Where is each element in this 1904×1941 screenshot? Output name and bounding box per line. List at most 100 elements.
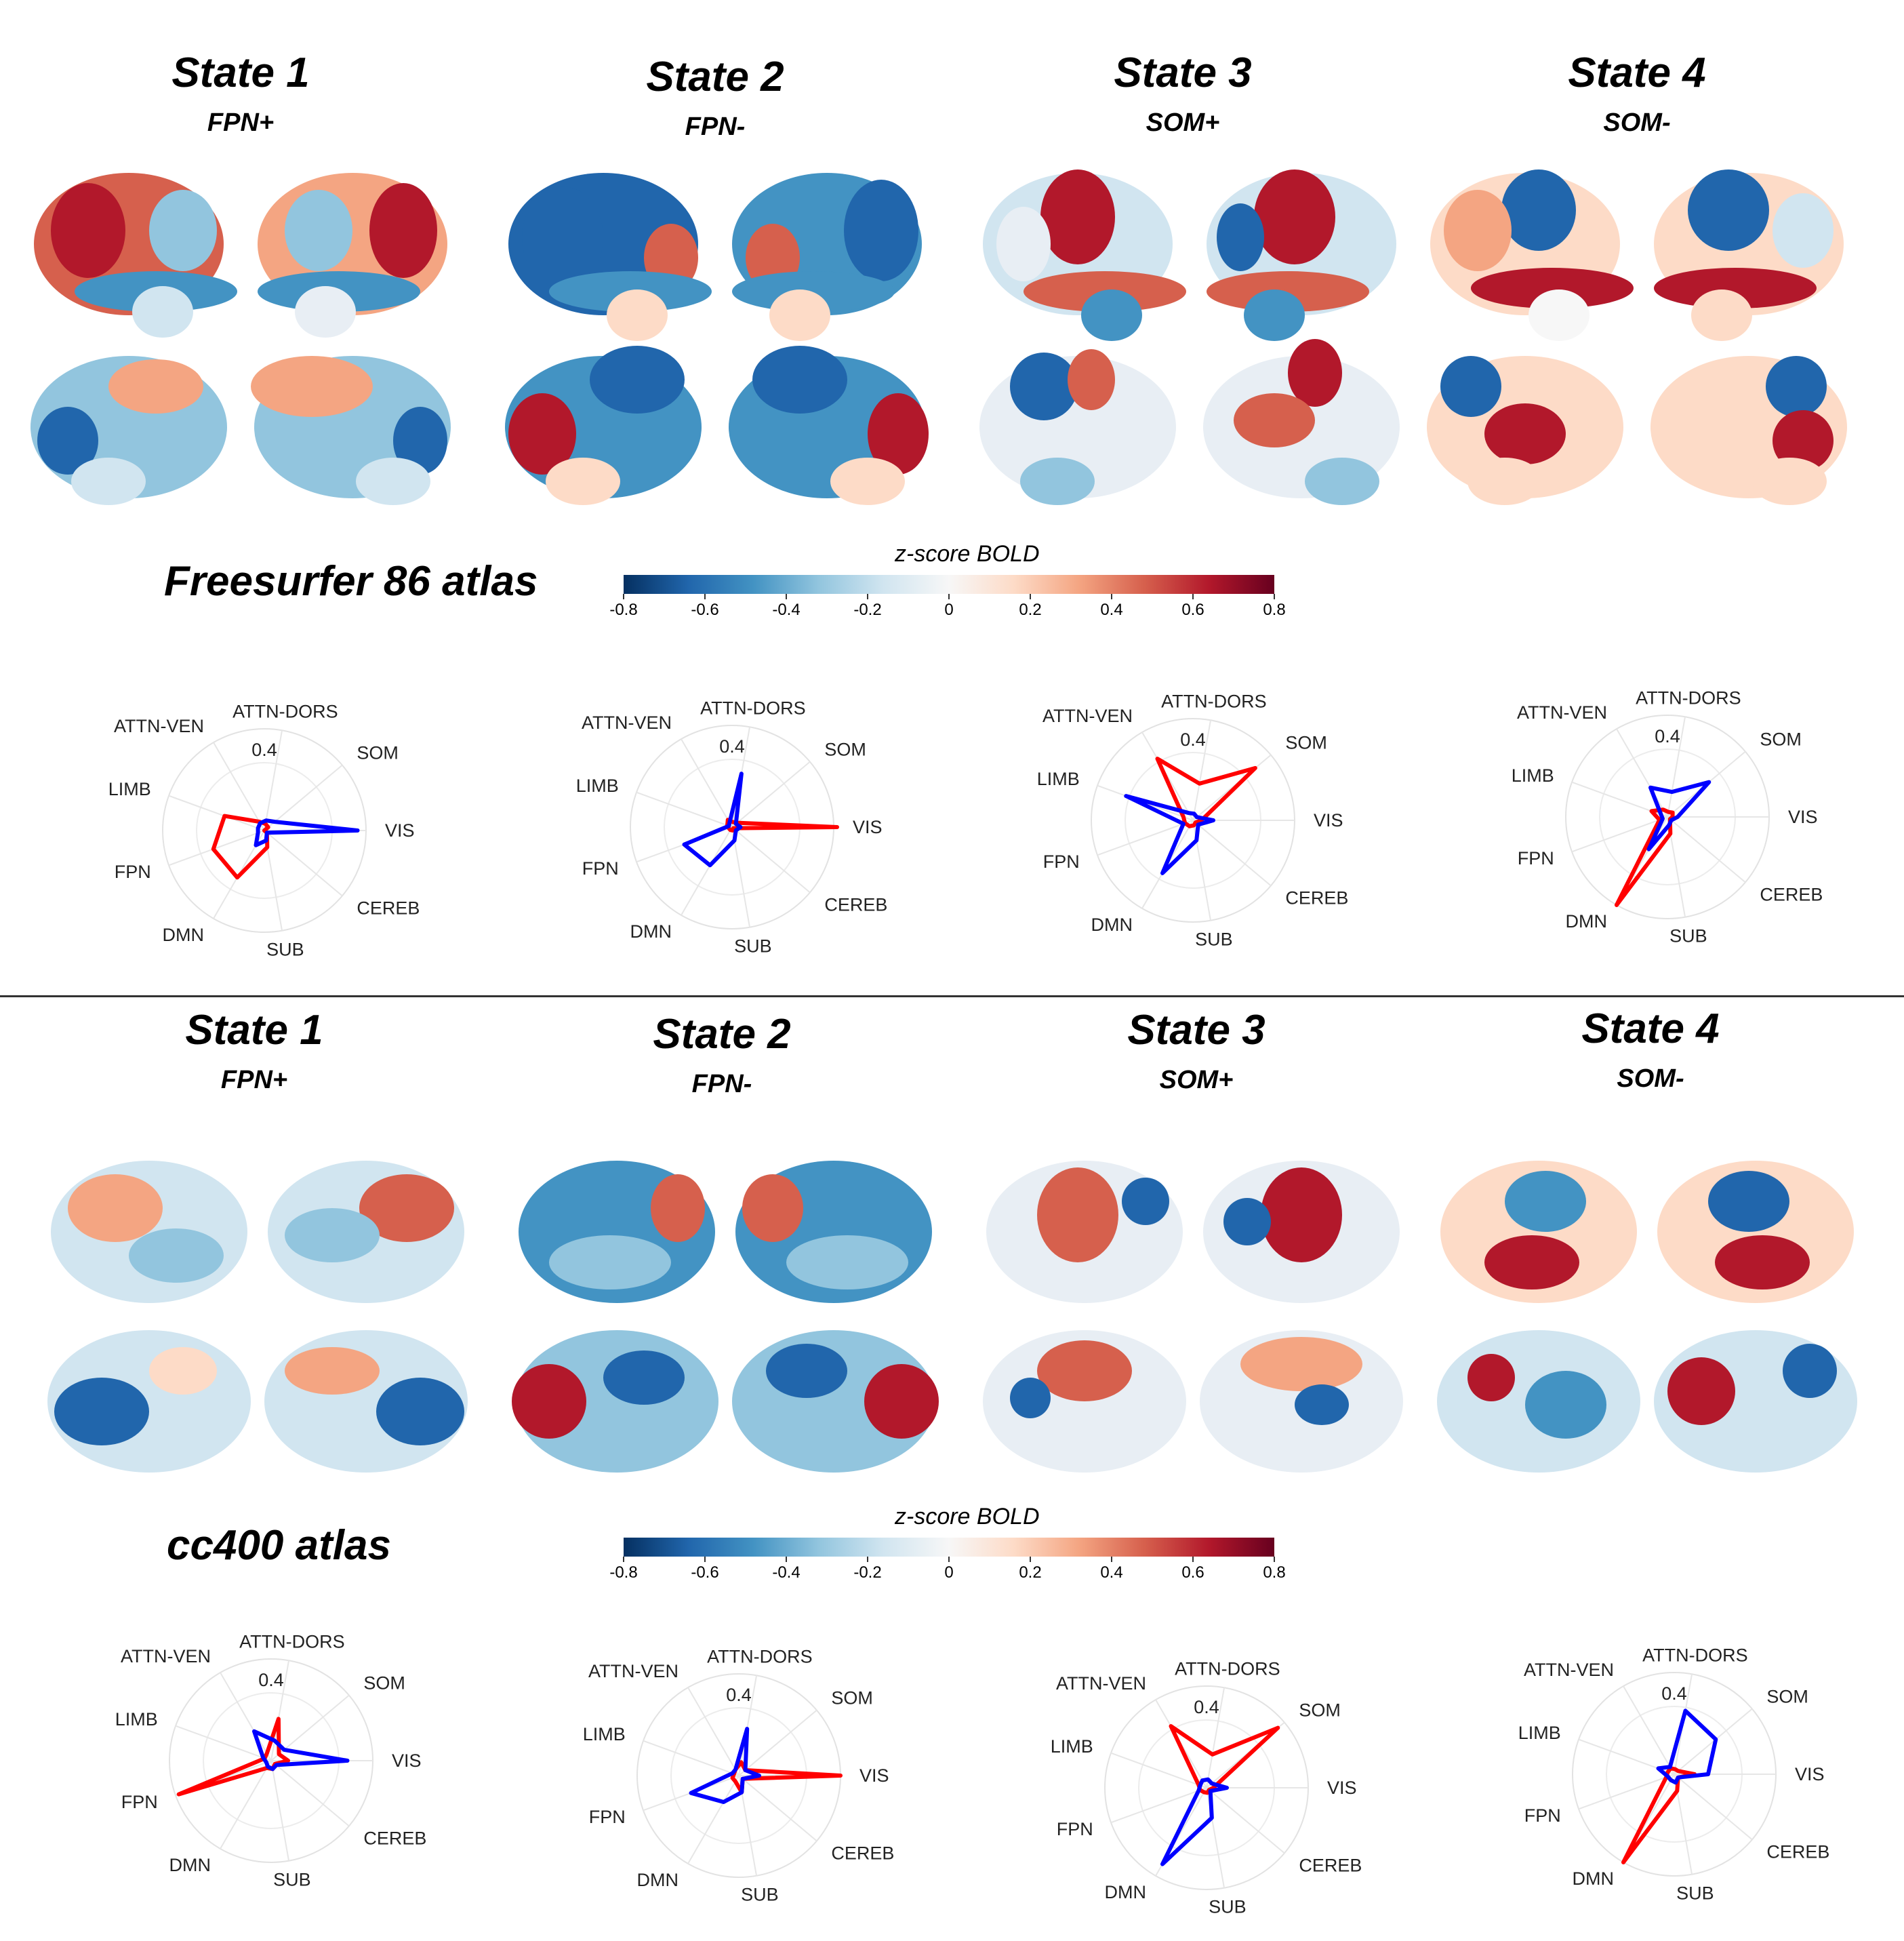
state-title: State 1	[185, 1007, 323, 1054]
radar-axis-label: SUB	[734, 936, 772, 956]
radar-ring-label: 0.4	[1180, 729, 1206, 750]
radar-spoke	[220, 1760, 272, 1849]
colorbar-gradient	[624, 1538, 1274, 1557]
state-title: State 2	[646, 54, 784, 100]
radar-axis-label: DMN	[1105, 1882, 1147, 1902]
radar-axis-label: SOM	[824, 740, 866, 760]
radar-spoke	[731, 761, 811, 828]
colorbar-tick-label: -0.6	[691, 601, 719, 619]
colorbar-tick-mark	[948, 594, 950, 599]
colorbar-tick-label: -0.8	[609, 601, 638, 619]
colorbar-tick-label: 0.6	[1181, 1563, 1204, 1582]
radar-ring-label: 0.4	[719, 736, 745, 757]
state-title: State 3	[1127, 1007, 1265, 1054]
brain-render-state-2	[505, 173, 929, 505]
radar-chart-freesurfer-state-3: VIS SOM ATTN-DORS ATTN-VEN LIMB FPN DMN SUB CERE…	[1037, 692, 1349, 950]
radar-series-blue	[689, 1727, 761, 1804]
radar-axis-label: FPN	[589, 1807, 626, 1827]
colorbar-title: z-score BOLD	[895, 1504, 1040, 1529]
radar-axis-label: LIMB	[1037, 769, 1080, 789]
radar-spoke	[1206, 1687, 1226, 1788]
radar-axis-label: CEREB	[363, 1828, 426, 1848]
brain-render-state-3	[983, 1161, 1403, 1473]
radar-axis-label: VIS	[1327, 1778, 1357, 1798]
radar-axis-label: LIMB	[583, 1724, 626, 1744]
radar-axis-label: SOM	[1766, 1687, 1808, 1707]
colorbar-tick-mark	[1192, 1557, 1194, 1562]
radar-axis-label: ATTN-DORS	[700, 698, 806, 719]
colorbar-tick-label: -0.2	[853, 601, 882, 619]
atlas-label: Freesurfer 86 atlas	[164, 558, 538, 605]
radar-axis-label: LIMB	[1051, 1736, 1093, 1757]
radar-axis-label: SOM	[1285, 733, 1327, 753]
colorbar-tick-label: -0.4	[772, 601, 801, 619]
radar-axis-label: DMN	[1573, 1868, 1615, 1889]
radar-ring-label: 0.4	[1661, 1683, 1687, 1704]
radar-axis-label: FPN	[582, 858, 619, 879]
brain-render-state-2	[512, 1161, 939, 1473]
radar-axis-label: FPN	[1043, 852, 1080, 872]
radar-axis-label: CEREB	[824, 894, 887, 915]
radar-chart-cc400-state-1: VIS SOM ATTN-DORS ATTN-VEN LIMB FPN DMN SUB CERE…	[115, 1632, 427, 1890]
radar-axis-label: DMN	[1091, 915, 1133, 935]
radar-spoke	[1192, 720, 1212, 821]
colorbar-tick-label: -0.8	[609, 1563, 638, 1582]
radar-spoke	[1192, 820, 1272, 887]
radar-spoke	[213, 742, 265, 831]
radar-spoke	[738, 1675, 758, 1776]
radar-axis-label: VIS	[1795, 1764, 1825, 1784]
radar-spoke	[731, 826, 811, 894]
state-subtitle: SOM+	[1146, 108, 1220, 137]
radar-axis-label: FPN	[1524, 1805, 1561, 1826]
colorbar-tick-mark	[704, 594, 706, 599]
radar-axis-label: VIS	[392, 1750, 422, 1771]
radar-spoke	[1667, 816, 1746, 883]
radar-spoke	[1110, 1787, 1207, 1824]
radar-axis-label: ATTN-VEN	[114, 716, 204, 736]
radar-series-red	[725, 818, 839, 833]
radar-spoke	[168, 795, 265, 831]
radar-axis-label: SUB	[1669, 925, 1707, 946]
freesurfer-section: State 1 FPN+ State 2 FPN- State 3 SOM+ S…	[31, 49, 1847, 959]
state-title: State 2	[653, 1011, 791, 1058]
radar-spoke	[1674, 1708, 1753, 1775]
radar-spoke	[270, 1760, 350, 1827]
colorbar: z-score BOLD -0.8 -0.6 -0.4 -0.2 0 0.2 0.4 0.6 0…	[609, 1498, 1285, 1586]
radar-axis-label: CEREB	[831, 1843, 894, 1863]
radar-axis-label: CEREB	[1766, 1841, 1829, 1862]
colorbar-tick-mark	[1030, 1557, 1031, 1562]
radar-axis-label: CEREB	[1299, 1855, 1362, 1875]
radar-axis-label: SUB	[266, 939, 304, 959]
radar-series-blue	[1656, 1708, 1718, 1785]
colorbar-tick-mark	[786, 1557, 787, 1562]
colorbar-tick-mark	[867, 1557, 868, 1562]
state-title: State 4	[1568, 49, 1706, 96]
radar-axis-label: VIS	[1314, 810, 1343, 831]
radar-axis-label: SOM	[363, 1673, 405, 1694]
radar-spoke	[1623, 1685, 1675, 1775]
brain-render-state-1	[31, 173, 451, 505]
radar-ring-label: 0.4	[1194, 1697, 1219, 1717]
colorbar-tick-label: -0.4	[772, 1563, 801, 1582]
radar-chart-freesurfer-state-2: VIS SOM ATTN-DORS ATTN-VEN LIMB FPN DMN SUB CERE…	[576, 698, 888, 957]
colorbar-tick-label: 0	[944, 601, 954, 619]
colorbar-tick-label: 0	[944, 1563, 954, 1582]
radar-ring-label: 0.4	[726, 1685, 752, 1705]
state-title: State 4	[1581, 1005, 1720, 1052]
radar-axis-label: ATTN-VEN	[1517, 702, 1607, 723]
radar-axis-label: ATTN-DORS	[707, 1647, 813, 1667]
state-title: State 3	[1114, 49, 1252, 96]
brain-render-state-3	[979, 169, 1400, 505]
radar-axis-label: SOM	[1760, 729, 1802, 750]
radar-axis-label: VIS	[859, 1765, 889, 1786]
radar-axis-label: LIMB	[1518, 1723, 1561, 1743]
radar-spoke	[1571, 816, 1668, 853]
colorbar-tick-label: 0.6	[1181, 601, 1204, 619]
radar-spoke	[264, 830, 343, 897]
radar-spoke	[175, 1725, 272, 1761]
radar-axis-label: ATTN-VEN	[588, 1661, 678, 1681]
radar-axis-label: CEREB	[1760, 884, 1823, 904]
colorbar-tick-label: 0.8	[1263, 1563, 1286, 1582]
radar-spoke	[1616, 728, 1668, 818]
radar-axis-label: ATTN-DORS	[239, 1632, 345, 1652]
